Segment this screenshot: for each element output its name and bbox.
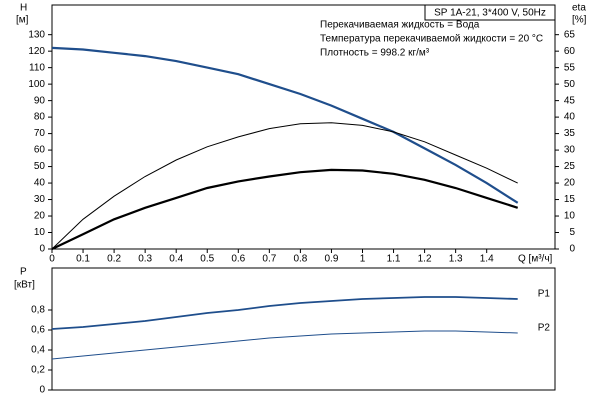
y-tick-label: 0 [39,385,45,396]
annotation: Плотность = 998.2 кг/м³ [320,48,430,59]
x-tick-label: 0.4 [169,254,183,265]
series-line [51,168,519,250]
y2-tick-label: 40 [564,112,576,123]
y-tick-label: 100 [28,79,45,90]
x-tick-label: 0.3 [138,254,152,265]
y2-tick-label: 25 [564,161,576,172]
x-tick-label: 1.4 [480,254,494,265]
y-tick-label: 0,8 [31,305,45,316]
y2-tick-label: 0 [569,244,575,255]
y-tick-label: 0,2 [31,365,45,376]
y-axis-unit: [кВт] [14,280,35,291]
y2-tick-label: 35 [564,128,576,139]
top-plot-frame [51,4,556,250]
y-axis-label: P [20,267,27,278]
bottom-plot-frame [51,267,556,391]
y2-tick-label: 5 [569,227,575,238]
series-line [51,296,518,330]
y2-tick-label: 50 [564,79,576,90]
y2-tick-label: 30 [564,145,576,156]
x-tick-label: 0.2 [107,254,121,265]
x-tick-label: 0.7 [262,254,276,265]
y-tick-label: 110 [29,62,45,73]
x-tick-label: 0.5 [200,254,214,265]
y2-tick-label: 10 [564,211,576,222]
series-line [51,330,518,360]
y-tick-label: 20 [34,211,46,222]
x-tick-label: 0.9 [324,254,338,265]
title-box [424,4,556,21]
y-tick-label: 0,4 [31,345,45,356]
y-tick-label: 50 [34,161,46,172]
x-axis-label: Q [м³/ч] [518,254,553,265]
x-tick-label: 1.1 [387,254,401,265]
y-tick-label: 90 [34,95,46,106]
y2-axis-label: eta [572,3,586,14]
x-tick-label: 0.1 [76,254,90,265]
x-tick-label: 0.6 [231,254,245,265]
series-label: P1 [538,289,551,300]
x-tick-label: 0.8 [293,254,307,265]
y-axis-label: H [20,3,27,14]
y2-axis-unit: [%] [572,15,587,26]
x-tick-label: 1.2 [418,254,432,265]
y2-tick-label: 65 [564,29,576,40]
series-line [51,122,518,250]
y-tick-label: 30 [34,194,46,205]
y-tick-label: 70 [34,128,46,139]
y-tick-label: 0,6 [31,325,45,336]
annotation: Перекачиваемая жидкость = Вода [320,20,480,31]
y2-tick-label: 60 [564,46,576,57]
y-tick-label: 120 [28,46,45,57]
x-tick-label: 0 [49,254,55,265]
series-label: P2 [538,323,551,334]
y2-tick-label: 20 [564,178,576,189]
series-line [51,46,519,204]
y-tick-label: 10 [34,227,46,238]
y-tick-label: 80 [34,112,46,123]
annotation: Температура перекачиваемой жидкости = 20… [320,34,543,45]
y2-tick-label: 15 [564,194,576,205]
y-tick-label: 40 [34,178,46,189]
y-tick-label: 130 [28,29,45,40]
y-tick-label: 0 [39,244,45,255]
x-tick-label: 1.3 [449,254,463,265]
y2-tick-label: 55 [564,62,576,73]
y-tick-label: 60 [34,145,46,156]
y2-tick-label: 45 [564,95,576,106]
chart-title: SP 1A-21, 3*400 V, 50Hz [434,8,546,19]
x-tick-label: 1 [360,254,366,265]
y-axis-unit: [м] [16,15,29,26]
